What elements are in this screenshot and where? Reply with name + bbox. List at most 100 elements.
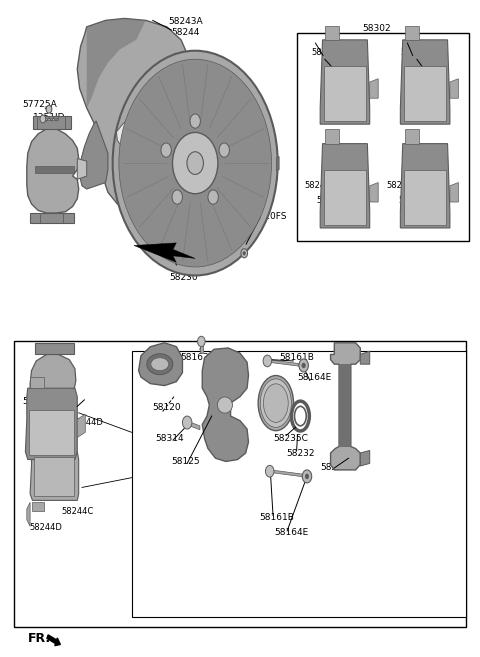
- Polygon shape: [320, 144, 370, 228]
- Text: 58235C: 58235C: [273, 434, 308, 443]
- Polygon shape: [202, 348, 249, 461]
- Bar: [324, 170, 366, 225]
- Text: 58314: 58314: [155, 434, 183, 443]
- Polygon shape: [35, 166, 74, 173]
- Polygon shape: [450, 79, 458, 99]
- Polygon shape: [450, 183, 458, 202]
- Text: 58120: 58120: [153, 403, 181, 412]
- Polygon shape: [34, 116, 71, 129]
- Polygon shape: [325, 26, 339, 40]
- Polygon shape: [30, 377, 44, 388]
- Polygon shape: [35, 343, 74, 354]
- Text: 1351JD: 1351JD: [33, 112, 65, 122]
- Polygon shape: [30, 452, 79, 501]
- Bar: [132, 351, 467, 617]
- Polygon shape: [331, 343, 360, 470]
- Polygon shape: [35, 432, 74, 444]
- Polygon shape: [32, 503, 44, 511]
- Text: 58244C: 58244C: [317, 196, 349, 204]
- Bar: [404, 66, 446, 121]
- Ellipse shape: [217, 397, 232, 413]
- Text: 58233: 58233: [320, 463, 348, 472]
- Polygon shape: [340, 364, 350, 447]
- Bar: [13, 342, 467, 627]
- Polygon shape: [30, 213, 74, 223]
- Polygon shape: [405, 129, 419, 144]
- Polygon shape: [139, 343, 182, 386]
- Circle shape: [40, 115, 46, 123]
- Ellipse shape: [119, 59, 272, 267]
- Text: 58161B: 58161B: [259, 513, 294, 522]
- Polygon shape: [320, 40, 370, 124]
- FancyArrow shape: [47, 635, 60, 646]
- Circle shape: [263, 355, 272, 367]
- Bar: [29, 409, 73, 455]
- Text: 58210A
58230: 58210A 58230: [166, 262, 201, 282]
- Polygon shape: [360, 351, 370, 364]
- Circle shape: [219, 143, 229, 157]
- Circle shape: [243, 252, 246, 255]
- Polygon shape: [117, 113, 162, 158]
- Text: 58244D: 58244D: [29, 523, 62, 532]
- Circle shape: [305, 474, 309, 479]
- Text: 58302: 58302: [362, 24, 391, 34]
- Polygon shape: [134, 243, 195, 262]
- Polygon shape: [87, 18, 145, 108]
- Ellipse shape: [260, 379, 291, 427]
- Polygon shape: [25, 388, 77, 459]
- Polygon shape: [200, 343, 203, 353]
- Ellipse shape: [172, 133, 218, 194]
- Polygon shape: [27, 503, 30, 526]
- Polygon shape: [370, 183, 378, 202]
- Circle shape: [161, 143, 171, 157]
- Polygon shape: [405, 26, 419, 40]
- Text: 58310A
58311: 58310A 58311: [22, 397, 57, 416]
- Circle shape: [265, 465, 274, 477]
- Text: 58164E: 58164E: [274, 528, 308, 537]
- Ellipse shape: [151, 357, 169, 371]
- Circle shape: [302, 363, 306, 368]
- Polygon shape: [186, 420, 200, 430]
- Polygon shape: [400, 40, 450, 124]
- Text: 58244C: 58244C: [311, 49, 343, 57]
- Text: 58411D: 58411D: [182, 73, 217, 82]
- Text: 58244C: 58244C: [61, 507, 94, 516]
- Text: 57725A: 57725A: [22, 100, 57, 108]
- Polygon shape: [325, 129, 339, 144]
- Bar: [34, 457, 74, 496]
- Polygon shape: [43, 118, 59, 120]
- Polygon shape: [77, 18, 188, 212]
- Circle shape: [208, 190, 218, 204]
- Polygon shape: [276, 156, 279, 171]
- Text: 58244C: 58244C: [31, 386, 63, 395]
- Bar: [297, 34, 469, 241]
- Ellipse shape: [147, 354, 173, 374]
- Text: 58244D: 58244D: [386, 181, 419, 191]
- Circle shape: [299, 359, 308, 372]
- Polygon shape: [30, 354, 76, 432]
- Text: 58163B: 58163B: [180, 353, 215, 362]
- Text: FR.: FR.: [28, 632, 51, 645]
- Polygon shape: [268, 359, 299, 366]
- Ellipse shape: [264, 384, 288, 422]
- Polygon shape: [271, 470, 305, 477]
- Polygon shape: [77, 414, 85, 438]
- Text: 58244C: 58244C: [401, 49, 433, 57]
- Bar: [324, 66, 366, 121]
- Text: 1220FS: 1220FS: [254, 212, 288, 221]
- Text: 58243A
58244: 58243A 58244: [168, 17, 203, 37]
- Polygon shape: [360, 451, 370, 466]
- Ellipse shape: [187, 152, 204, 175]
- Text: 58244D: 58244D: [412, 62, 445, 72]
- Polygon shape: [80, 121, 108, 189]
- Circle shape: [302, 470, 312, 483]
- Text: 58244D: 58244D: [70, 418, 103, 427]
- Circle shape: [182, 416, 192, 429]
- Text: 58161B: 58161B: [279, 353, 314, 362]
- Bar: [404, 170, 446, 225]
- Circle shape: [46, 105, 52, 113]
- Text: 58232: 58232: [286, 449, 314, 457]
- Text: 58125: 58125: [171, 457, 200, 466]
- Text: 58244C: 58244C: [398, 196, 431, 204]
- Text: 58164E: 58164E: [298, 373, 332, 382]
